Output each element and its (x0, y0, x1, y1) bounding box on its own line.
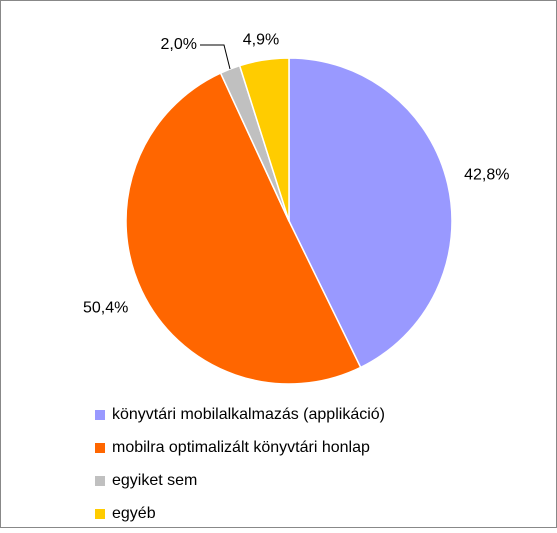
leader-line (200, 44, 231, 70)
pie-slice (238, 57, 290, 222)
pie-slice (125, 72, 362, 385)
legend-swatch (95, 443, 105, 453)
pie-slice (288, 57, 453, 369)
data-label: 42,8% (464, 166, 509, 183)
legend-label: egyéb (112, 505, 156, 522)
legend-label: egyiket sem (112, 472, 197, 489)
legend-swatch (95, 509, 105, 519)
data-label: 4,9% (243, 31, 279, 48)
legend-swatch (95, 410, 105, 420)
legend-label: mobilra optimalizált könyvtári honlap (112, 439, 370, 456)
data-label: 2,0% (161, 36, 197, 53)
legend-swatch (95, 476, 105, 486)
data-label: 50,4% (83, 299, 128, 316)
legend-label: könyvtári mobilalkalmazás (applikáció) (112, 406, 385, 423)
